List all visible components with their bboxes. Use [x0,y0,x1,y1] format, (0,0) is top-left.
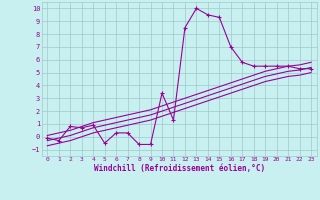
X-axis label: Windchill (Refroidissement éolien,°C): Windchill (Refroidissement éolien,°C) [94,164,265,173]
